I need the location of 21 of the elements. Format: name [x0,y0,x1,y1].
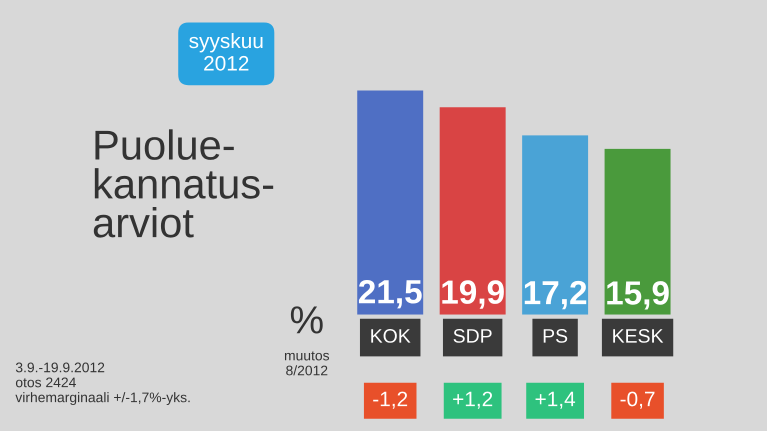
text: -0,7 [620,392,654,409]
bar [440,107,506,315]
bar [357,90,424,315]
bar [522,135,588,315]
text: -1,2 [373,392,408,409]
bar [604,148,671,315]
text: +1,2 [453,392,492,409]
text: +1,4 [536,392,576,409]
x-tick-label: PS [544,329,568,343]
data-label: 15,9 [607,281,669,310]
x-tick-label: SDP [454,329,492,343]
y-axis-title: % [290,306,323,334]
x-tick-label: KESK [613,329,664,343]
x-tick-label: KOK [371,329,411,343]
text: Puolue- kannatus- arviot [94,129,274,238]
chart-subtitle: syyskuu 2012 [189,32,263,71]
data-label: 19,9 [442,280,504,309]
text: 3.9.-19.9.2012 otos 2424 virhemarginaali +/-1,7%-yks. [15,362,190,406]
data-label: 17,2 [524,280,586,310]
data-label: 21,5 [358,280,422,308]
text: muutos 8/2012 [284,351,330,376]
